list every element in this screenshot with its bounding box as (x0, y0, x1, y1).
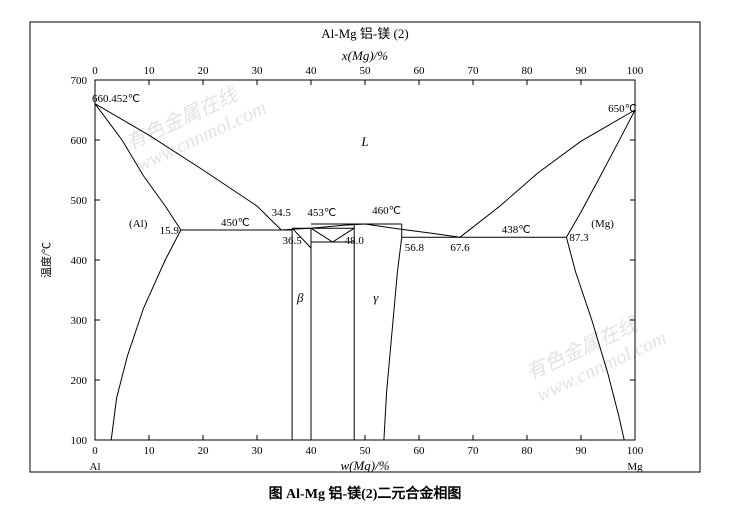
x-tick-label: 10 (144, 445, 156, 457)
phase-label-beta: β (296, 290, 304, 305)
x-top-label: x(Mg)/% (341, 48, 388, 63)
pt-peri2-T: 460℃ (372, 205, 401, 217)
x-tick-label: 80 (522, 445, 534, 457)
y-tick-label: 400 (71, 255, 88, 267)
x-tick-label: 20 (198, 445, 210, 457)
phase-curve (292, 228, 311, 440)
x-tick-label: 30 (252, 445, 264, 457)
outer-frame (30, 22, 700, 472)
phase-label-Al: (Al) (129, 218, 148, 230)
x-tick-label: 60 (414, 445, 426, 457)
y-tick-label: 100 (71, 435, 88, 447)
y-tick-label: 200 (71, 375, 88, 387)
y-tick-label: 300 (71, 315, 88, 327)
phase-curve (111, 230, 181, 440)
pt-eut1-w: 34.5 (272, 207, 292, 219)
watermark: 有色金属在线www.cnnmol.com (123, 75, 270, 176)
pt-mg-melt: 650℃ (608, 103, 637, 115)
phase-label-gamma: γ (373, 290, 379, 305)
xtop-tick-label: 60 (414, 65, 426, 77)
xtop-tick-label: 20 (198, 65, 210, 77)
y-tick-label: 600 (71, 135, 88, 147)
figure-caption: 图 Al-Mg 铝-镁(2)二元合金相图 (269, 485, 462, 502)
y-tick-label: 700 (71, 75, 88, 87)
xtop-tick-label: 10 (144, 65, 156, 77)
xtop-tick-label: 90 (576, 65, 588, 77)
x-tick-label: 0 (92, 445, 98, 457)
phase-label-Mg: (Mg) (591, 218, 614, 230)
pt-gamma-right: 56.8 (405, 242, 425, 254)
pt-sol-al: 15.9 (160, 225, 180, 237)
y-tick-label: 500 (71, 195, 88, 207)
x-tick-label: 100 (627, 445, 644, 457)
pt-peri-T: 453℃ (307, 207, 336, 219)
pt-eut2-T: 438℃ (502, 224, 531, 236)
x-tick-label: 50 (360, 445, 372, 457)
xtop-tick-label: 100 (627, 65, 644, 77)
xtop-tick-label: 0 (92, 65, 98, 77)
phase-curve (281, 224, 460, 237)
xtop-tick-label: 50 (360, 65, 372, 77)
x-left-end: Al (90, 461, 101, 473)
x-tick-label: 70 (468, 445, 480, 457)
x-tick-label: 90 (576, 445, 588, 457)
pt-eut2-w: 67.6 (450, 242, 470, 254)
x-bottom-label: w(Mg)/% (340, 458, 389, 473)
phase-curve (384, 224, 402, 440)
x-right-end: Mg (627, 461, 643, 473)
x-tick-label: 40 (306, 445, 318, 457)
pt-al-melt: 660.452℃ (92, 93, 140, 105)
phase-label-L: L (360, 134, 368, 149)
pt-eut1-T: 450℃ (221, 217, 250, 229)
xtop-tick-label: 70 (468, 65, 480, 77)
y-axis-label: 温度/℃ (39, 242, 53, 278)
xtop-tick-label: 30 (252, 65, 264, 77)
chart-title: Al-Mg 铝-镁 (2) (321, 26, 408, 41)
xtop-tick-label: 80 (522, 65, 534, 77)
watermark: 有色金属在线www.cnnmol.com (523, 305, 670, 406)
pt-beta-left: 36.5 (282, 235, 302, 247)
pt-gamma: 48.0 (345, 235, 365, 247)
pt-sol-mg: 87.3 (569, 232, 589, 244)
xtop-tick-label: 40 (306, 65, 318, 77)
